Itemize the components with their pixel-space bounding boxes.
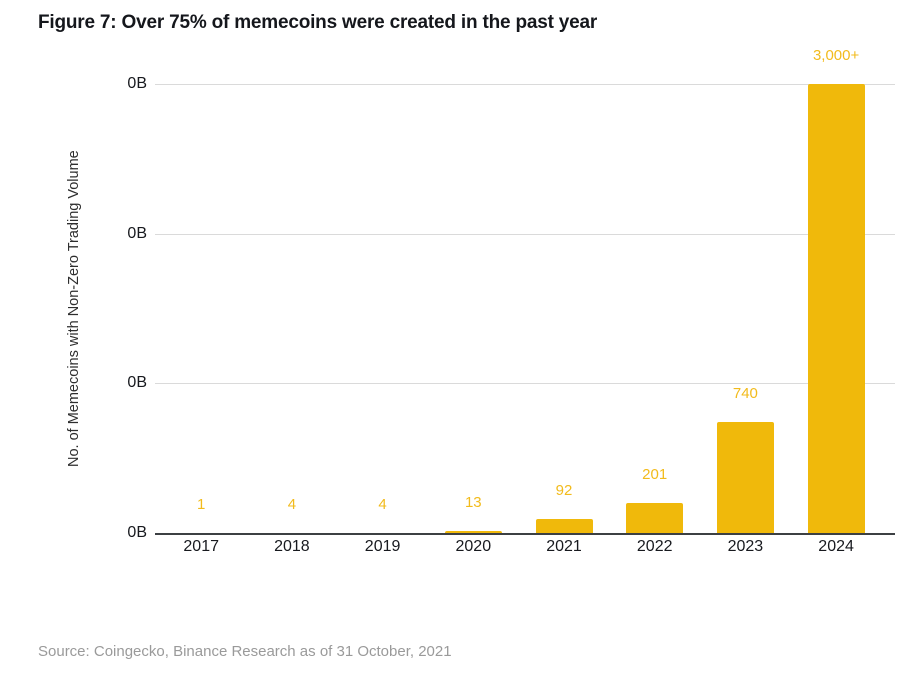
plot-area: 1 4 4 13 92 201 740 3,000+ xyxy=(155,47,895,535)
bar xyxy=(444,531,502,533)
gridline xyxy=(155,383,895,385)
x-tick-label: 2023 xyxy=(727,538,764,555)
x-tick-label: 2020 xyxy=(455,538,492,555)
source-note: Source: Coingecko, Binance Research as o… xyxy=(38,643,452,660)
x-tick-label: 2024 xyxy=(818,538,854,555)
x-tick-label: 2021 xyxy=(546,538,582,555)
y-axis-tick-labels: 0B 0B 0B 0B xyxy=(0,75,147,541)
value-label: 13 xyxy=(464,494,482,512)
x-tick-label: 2022 xyxy=(636,538,673,555)
figure-title: Figure 7: Over 75% of memecoins were cre… xyxy=(38,12,598,33)
x-tick-label: 2019 xyxy=(364,538,401,555)
value-label: 4 xyxy=(287,496,297,513)
value-label: 4 xyxy=(378,496,387,513)
bar xyxy=(535,519,593,533)
gridline xyxy=(155,84,895,85)
x-tick-label: 2018 xyxy=(274,538,310,555)
y-tick-label: 0B xyxy=(127,75,147,92)
value-label: 92 xyxy=(555,482,573,500)
gridline xyxy=(155,233,895,235)
y-tick-label: 0B xyxy=(127,224,147,242)
x-tick-label: 2017 xyxy=(183,538,219,555)
value-label: 1 xyxy=(197,496,206,513)
bar xyxy=(716,422,774,533)
value-label: 3,000+ xyxy=(812,47,860,64)
y-tick-label: 0B xyxy=(127,374,147,392)
value-label: 201 xyxy=(642,465,668,483)
value-label: 740 xyxy=(732,385,758,403)
bar xyxy=(626,502,684,533)
bar xyxy=(807,84,865,533)
y-tick-label: 0B xyxy=(127,524,147,541)
x-axis-tick-labels: 2017 2018 2019 2020 2021 2022 2023 2024 xyxy=(155,538,895,560)
